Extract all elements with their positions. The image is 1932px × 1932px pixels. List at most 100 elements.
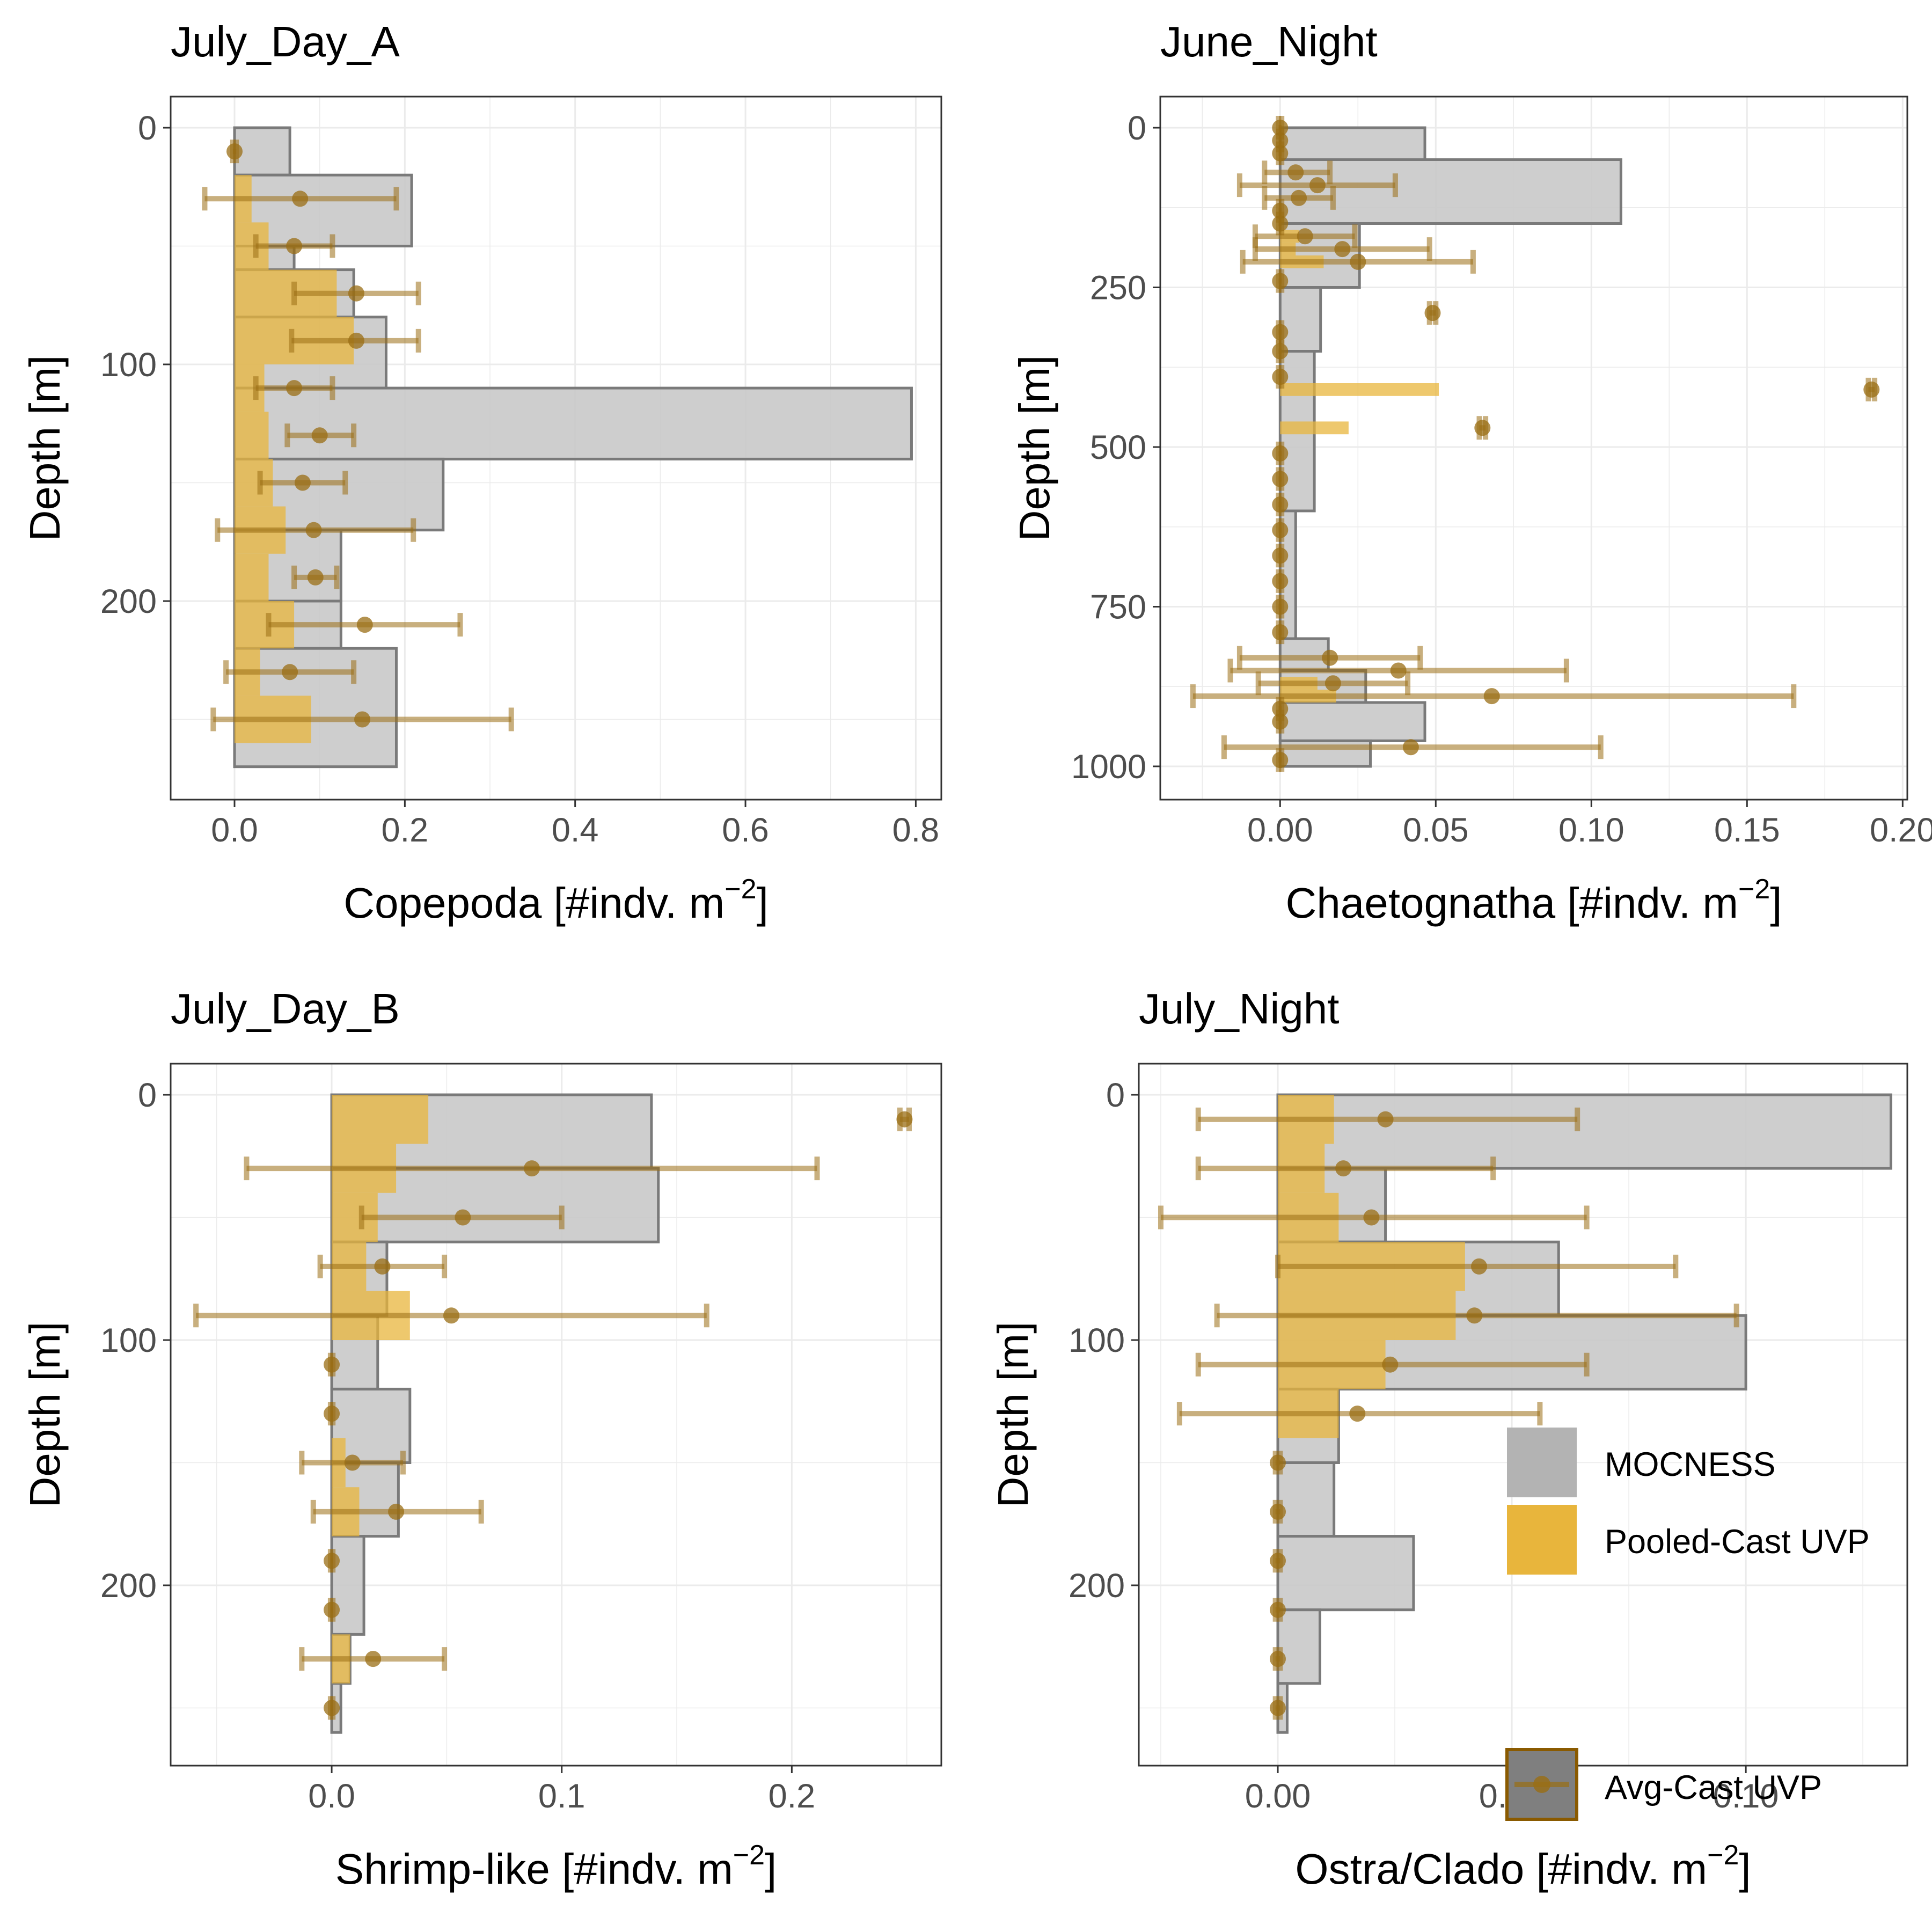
avg-uvp-point (344, 1454, 361, 1471)
avg-uvp-point (282, 664, 298, 680)
avg-uvp-point (1471, 1258, 1488, 1275)
avg-uvp-point (292, 191, 309, 207)
x-axis-title-text: Shrimp-like [#indv. m (335, 1845, 733, 1893)
mocness-bar (330, 1535, 365, 1636)
y-axis-title: Depth [m] (21, 355, 69, 541)
x-tick-label: 0.00 (1247, 811, 1313, 849)
avg-uvp-point (1272, 598, 1289, 615)
avg-uvp-point (226, 143, 243, 160)
y-tick-label: 250 (1090, 269, 1146, 307)
avg-uvp-point (523, 1160, 540, 1177)
avg-uvp-point (1297, 228, 1313, 245)
avg-uvp-point (324, 1553, 340, 1569)
x-axis-title-end: ] (765, 1845, 777, 1893)
x-axis-title-exponent: −2 (733, 1840, 765, 1871)
panel-title: July_Day_A (171, 18, 400, 65)
avg-uvp-point (1466, 1307, 1483, 1324)
x-tick-label: 0.4 (552, 811, 599, 849)
x-axis-title-text: Copepoda [#indv. m (343, 879, 724, 927)
avg-uvp-point (1335, 1160, 1352, 1177)
x-axis-title-end: ] (757, 879, 769, 927)
avg-uvp-point (348, 285, 364, 302)
avg-uvp-point (1863, 381, 1880, 398)
mocness-bar (233, 386, 913, 460)
legend-label-avg: Avg-Cast UVP (1605, 1769, 1822, 1806)
avg-uvp-point (1291, 189, 1307, 206)
x-tick-label: 0.0 (211, 811, 258, 849)
x-axis-title: Copepoda [#indv. m−2] (343, 874, 769, 927)
x-tick-label: 0.20 (1870, 811, 1932, 849)
pooled-uvp-bar (235, 553, 269, 601)
panels: 0.0 0.2 0.4 0.6 0.8 0 100 200 July_Day_A Depth [m… (21, 18, 1932, 1893)
mocness-bar (233, 126, 291, 177)
y-axis-title: Depth [m] (21, 1322, 69, 1508)
avg-uvp-point (1377, 1111, 1394, 1128)
y-axis-title: Depth [m] (1011, 355, 1058, 541)
avg-uvp-point (294, 474, 311, 491)
avg-uvp-point (1390, 662, 1407, 679)
avg-uvp-point (286, 238, 303, 254)
avg-uvp-point (1272, 522, 1289, 538)
avg-uvp-point (324, 1601, 340, 1618)
y-tick-label: 0 (138, 1077, 157, 1114)
mocness-bar (1276, 1093, 1892, 1170)
pooled-uvp-bar (235, 412, 269, 459)
y-tick-label: 200 (100, 583, 157, 620)
panel-border (170, 1063, 942, 1767)
mocness-bar (330, 1167, 660, 1243)
avg-uvp-point (305, 522, 322, 538)
y-tick-label: 0 (138, 109, 157, 147)
mocness-bar (1278, 158, 1622, 225)
avg-uvp-point (311, 427, 328, 444)
avg-uvp-point (1474, 420, 1491, 436)
x-tick-label: 0.15 (1714, 811, 1780, 849)
avg-uvp-point (324, 1406, 340, 1422)
avg-uvp-point (1272, 215, 1289, 232)
avg-uvp-point (1350, 253, 1366, 270)
avg-uvp-point (307, 569, 324, 586)
avg-uvp-points (193, 1107, 913, 1720)
avg-uvp-point (1309, 177, 1326, 194)
avg-uvp-point (1272, 369, 1289, 385)
legend-label-pooled: Pooled-Cast UVP (1605, 1523, 1870, 1561)
panel-title: June_Night (1160, 18, 1378, 65)
legend-avg-point (1533, 1776, 1550, 1793)
avg-uvp-point (356, 617, 373, 633)
avg-uvp-point (388, 1503, 405, 1520)
avg-uvp-point (1270, 1651, 1286, 1667)
x-axis-title-exponent: −2 (1738, 874, 1770, 905)
avg-uvp-point (1270, 1553, 1286, 1569)
avg-uvp-point (1483, 688, 1500, 705)
mocness-bar (1276, 1608, 1322, 1685)
panel-border (1159, 96, 1908, 801)
avg-uvp-point (1272, 343, 1289, 360)
y-axis-title: Depth [m] (989, 1322, 1037, 1508)
x-tick-label: 0.0 (308, 1777, 355, 1815)
avg-uvp-point (1402, 739, 1419, 756)
legend-swatch-pooled (1507, 1505, 1577, 1575)
x-axis-title: Chaetognatha [#indv. m−2] (1285, 874, 1782, 927)
x-axis-title-exponent: −2 (1707, 1840, 1739, 1871)
avg-uvp-point (1272, 145, 1289, 162)
panel-border (170, 96, 942, 801)
mocness-bar (1278, 701, 1426, 742)
mocness-bar (1278, 637, 1330, 672)
mocness-bar (1276, 1535, 1415, 1612)
avg-uvp-point (1324, 675, 1341, 692)
avg-uvp-point (1382, 1356, 1399, 1373)
x-axis-title-text: Chaetognatha [#indv. m (1285, 879, 1738, 927)
avg-uvp-point (1424, 305, 1441, 321)
pooled-uvp-bar (1280, 421, 1349, 435)
x-tick-label: 0.1 (538, 1777, 586, 1815)
x-axis-title-text: Ostra/Clado [#indv. m (1295, 1845, 1707, 1893)
panel-july-day-a: 0.0 0.2 0.4 0.6 0.8 0 100 200 July_Day_A Depth [m… (21, 18, 942, 927)
mocness-bar (1278, 126, 1426, 161)
avg-uvp-points (1158, 1107, 1739, 1720)
y-tick-label: 200 (100, 1567, 157, 1605)
x-tick-label: 0.2 (382, 811, 429, 849)
avg-uvp-point (1272, 324, 1289, 340)
legend-label-mocness: MOCNESS (1605, 1446, 1776, 1483)
y-tick-label: 500 (1090, 429, 1146, 466)
avg-uvp-point (354, 711, 371, 728)
